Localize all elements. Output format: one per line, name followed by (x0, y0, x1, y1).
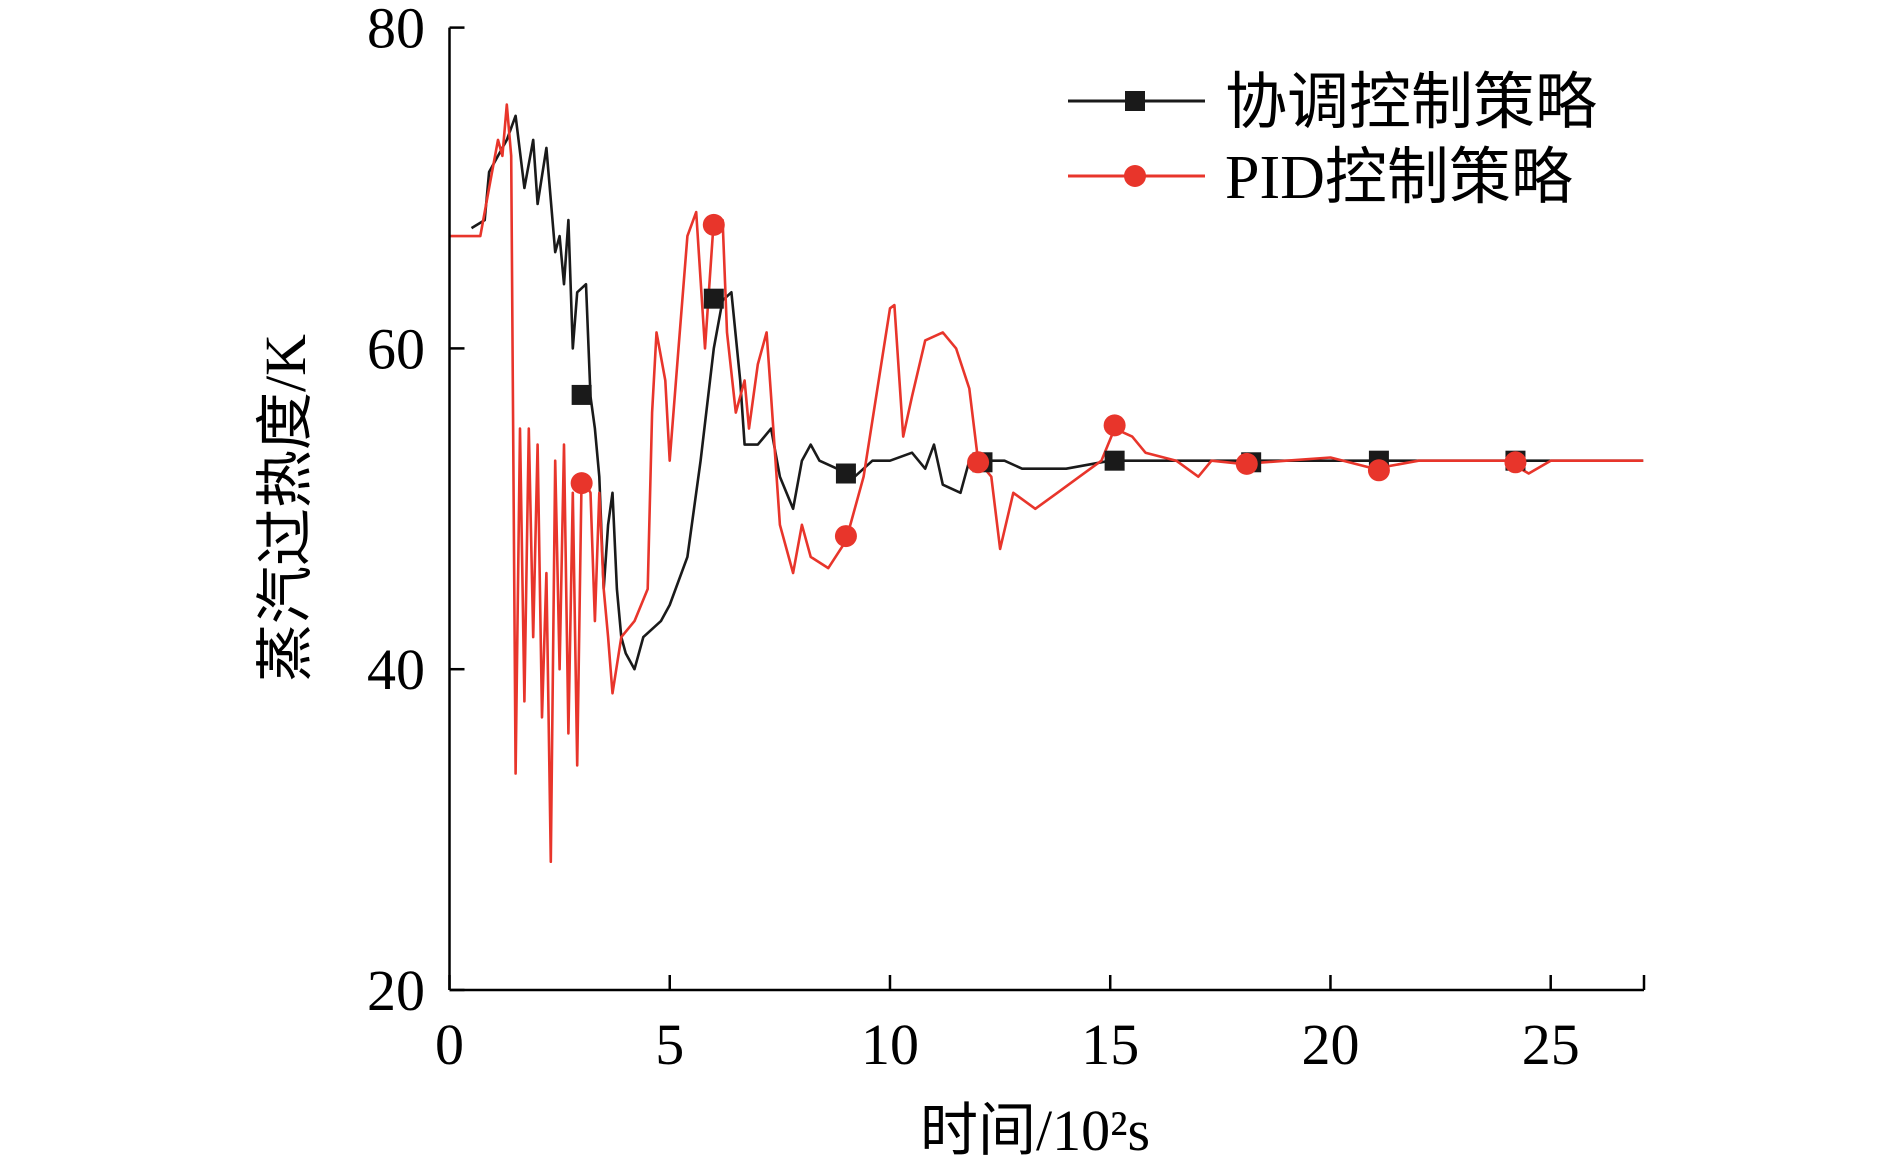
legend: 协调控制策略 PID控制策略 (1068, 69, 1597, 212)
series-layer (449, 103, 1644, 864)
series-marker-1 (1367, 459, 1390, 482)
series-marker-1 (1504, 451, 1527, 474)
y-tick-label: 40 (367, 637, 425, 702)
series-line-0 (470, 114, 1644, 671)
series-marker-1 (1103, 414, 1126, 437)
y-axis-label: 蒸汽过热度/K (253, 334, 318, 682)
series-marker-0 (835, 463, 856, 484)
ticks-layer: 0 5 10 15 20 25 20 40 60 80 (367, 0, 1646, 1077)
series-marker-0 (1104, 450, 1125, 471)
legend-marker-0 (1125, 91, 1145, 111)
x-tick-label: 5 (655, 1012, 684, 1077)
series-marker-1 (1235, 452, 1258, 475)
x-tick-label: 15 (1081, 1012, 1139, 1077)
legend-label-1: PID控制策略 (1225, 144, 1573, 212)
series-marker-1 (570, 472, 593, 495)
y-tick-label: 20 (367, 958, 425, 1023)
series-marker-1 (967, 451, 990, 474)
y-tick-label: 80 (367, 0, 425, 61)
series-marker-0 (703, 288, 724, 309)
x-tick-label: 25 (1522, 1012, 1580, 1077)
x-tick-label: 20 (1301, 1012, 1359, 1077)
x-tick-label: 10 (861, 1012, 919, 1077)
y-tick-label: 60 (367, 316, 425, 381)
x-axis-label: 时间/10²s (920, 1098, 1150, 1162)
series-line-1 (449, 103, 1644, 864)
x-tick-label: 0 (435, 1012, 464, 1077)
series-marker-0 (571, 384, 592, 405)
legend-marker-1 (1124, 165, 1146, 187)
legend-label-0: 协调控制策略 (1225, 69, 1597, 137)
series-marker-1 (834, 525, 857, 548)
series-marker-1 (702, 213, 725, 236)
